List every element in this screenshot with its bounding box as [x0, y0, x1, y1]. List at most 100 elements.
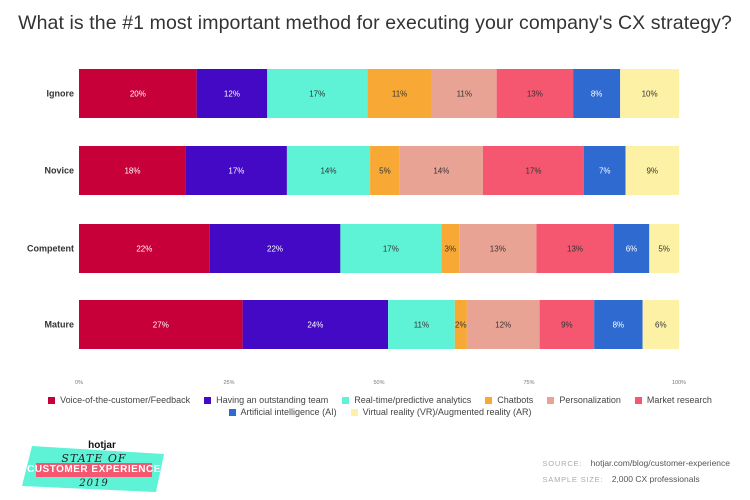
bar-segment: [583, 146, 626, 195]
bar-segment: [399, 146, 483, 195]
data-label: 24%: [307, 321, 323, 330]
logo-brand: hotjar: [88, 440, 116, 451]
data-label: 12%: [224, 90, 240, 99]
bar-segment: [496, 69, 574, 118]
data-label: 13%: [567, 245, 583, 254]
bar-segment: [649, 224, 679, 273]
bar-segment: [620, 69, 679, 118]
sample-size-row: SAMPLE SIZE: 2,000 CX professionals: [542, 474, 730, 484]
bar-segment: [441, 224, 460, 273]
bar-segment: [367, 69, 432, 118]
category-label: Ignore: [46, 89, 74, 99]
bar-segment: [79, 69, 197, 118]
bar-segment: [536, 224, 614, 273]
chart-legend: Voice-of-the-customer/Feedback Having an …: [40, 395, 720, 418]
legend-label: Artificial intelligence (AI): [240, 407, 337, 417]
x-tick-label: 75%: [523, 380, 534, 386]
legend-item: Having an outstanding team: [204, 395, 328, 406]
legend-swatch: [547, 397, 555, 404]
legend-label: Market research: [646, 395, 712, 405]
data-label: 6%: [626, 245, 638, 254]
bar-segment: [242, 300, 389, 349]
data-label: 20%: [130, 90, 146, 99]
bar-segment: [267, 69, 368, 118]
data-label: 8%: [613, 321, 625, 330]
bar-segment: [459, 224, 537, 273]
legend-item: Real-time/predictive analytics: [342, 395, 471, 406]
data-label: 9%: [561, 321, 573, 330]
source-row: SOURCE: hotjar.com/blog/customer-experie…: [542, 458, 730, 468]
data-label: 17%: [309, 90, 325, 99]
source-link: hotjar.com/blog/customer-experience: [590, 458, 730, 468]
data-label: 11%: [392, 90, 407, 99]
sample-size-value: 2,000 CX professionals: [611, 474, 700, 484]
bar-segment: [642, 300, 679, 349]
bar-segment: [79, 224, 210, 273]
bar-segment: [185, 146, 287, 195]
legend-swatch: [48, 397, 56, 404]
data-label: 11%: [414, 321, 429, 330]
bar-segment: [340, 224, 442, 273]
data-label: 22%: [267, 245, 283, 254]
legend-item: Artificial intelligence (AI): [228, 407, 337, 418]
legend-swatch: [342, 397, 350, 404]
legend-label: Voice-of-the-customer/Feedback: [60, 395, 191, 405]
bar-segment: [482, 146, 584, 195]
category-label: Competent: [27, 244, 74, 254]
category-label: Mature: [44, 320, 74, 330]
bar-segment: [370, 146, 400, 195]
bar-segment: [539, 300, 595, 349]
data-label: 7%: [599, 167, 611, 176]
data-label: 27%: [153, 321, 169, 330]
bar-segment: [613, 224, 650, 273]
bar-segment: [466, 300, 540, 349]
bar-segment: [454, 300, 467, 349]
legend-label: Real-time/predictive analytics: [354, 395, 472, 405]
x-tick-label: 50%: [373, 380, 384, 386]
sample-size-label: SAMPLE SIZE:: [542, 475, 604, 484]
data-label: 17%: [525, 167, 541, 176]
source-info: SOURCE: hotjar.com/blog/customer-experie…: [542, 458, 730, 490]
source-label: SOURCE:: [542, 459, 583, 468]
data-label: 17%: [383, 245, 399, 254]
legend-item: Market research: [634, 395, 712, 406]
legend-item: Voice-of-the-customer/Feedback: [48, 395, 190, 406]
hotjar-state-of-cx-logo: hotjar STATE OF CUSTOMER EXPERIENCE 2019: [14, 438, 174, 494]
stacked-bar-chart: 20% 12% 17% 11% 11% 13% 8% 10% Ignore 18% 17% 14% 5%…: [27, 69, 686, 386]
legend-swatch: [634, 397, 642, 404]
bar-segment: [431, 69, 497, 118]
data-label: 5%: [658, 245, 670, 254]
data-label: 10%: [642, 90, 658, 99]
data-label: 6%: [655, 321, 667, 330]
data-label: 22%: [136, 245, 152, 254]
bar-segment: [594, 300, 643, 349]
bar-segment: [388, 300, 455, 349]
x-tick-label: 25%: [223, 380, 234, 386]
legend-swatch: [228, 409, 236, 416]
logo-line-customer-experience: CUSTOMER EXPERIENCE: [27, 464, 161, 475]
logo-line-year: 2019: [79, 478, 109, 489]
legend-label: Chatbots: [497, 395, 534, 405]
data-label: 14%: [433, 167, 449, 176]
logo-background-shape: [22, 446, 164, 492]
bar-segment: [79, 146, 186, 195]
legend-label: Having an outstanding team: [216, 395, 329, 405]
data-label: 8%: [591, 90, 603, 99]
legend-item: Personalization: [547, 395, 621, 406]
bar-segment: [625, 146, 679, 195]
legend-swatch: [350, 409, 358, 416]
legend-item: Virtual reality (VR)/Augmented reality (…: [350, 407, 531, 418]
chart-title: What is the #1 most important method for…: [18, 12, 732, 34]
bar-segment: [573, 69, 621, 118]
data-label: 12%: [495, 321, 511, 330]
legend-swatch: [485, 397, 493, 404]
bar-segment: [196, 69, 268, 118]
data-label: 9%: [646, 167, 658, 176]
data-label: 14%: [320, 167, 336, 176]
legend-item: Chatbots: [485, 395, 533, 406]
category-label: Novice: [44, 166, 74, 176]
data-label: 2%: [455, 321, 467, 330]
bar-segment: [209, 224, 341, 273]
bar-segment: [79, 300, 243, 349]
data-label: 17%: [228, 167, 244, 176]
